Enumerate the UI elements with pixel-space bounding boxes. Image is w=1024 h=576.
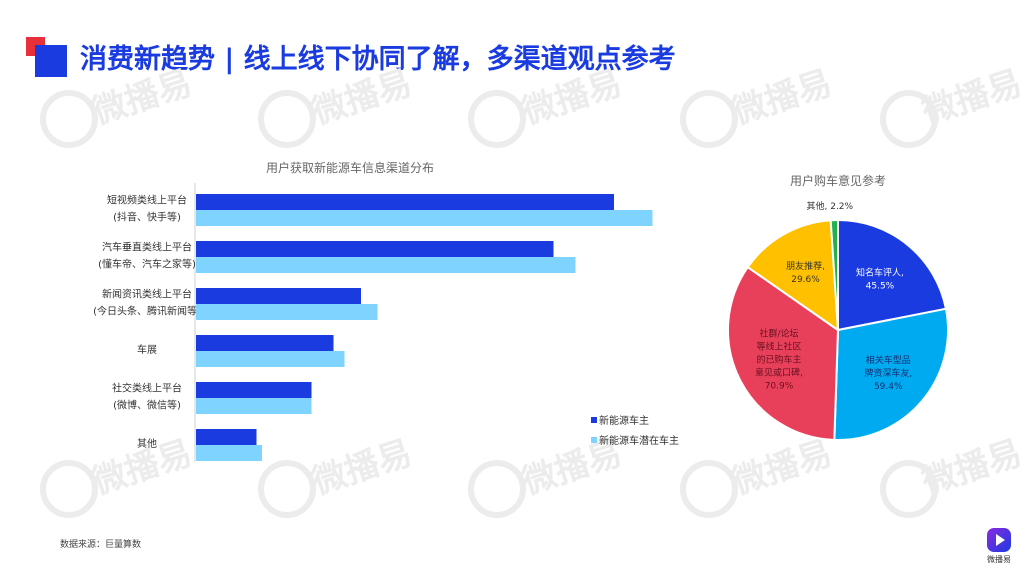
bar-owner: [196, 429, 257, 445]
pie-slice: [833, 307, 949, 441]
pie-slice: [829, 218, 839, 331]
pie-slice: [746, 219, 840, 333]
category-label: 车展: [137, 343, 157, 356]
data-source: 数据来源：巨量算数: [60, 540, 142, 550]
play-logo-icon: [987, 528, 1011, 552]
legend-label: 新能源车潜在车主: [599, 434, 679, 447]
pie-slice-label: 相关车型品牌资深车友, 59.4%: [864, 354, 912, 392]
brand-name: 微播易: [987, 555, 1011, 564]
legend-label: 新能源车主: [599, 414, 649, 427]
category-label: 新闻资讯类线上平台(今日头条、腾讯新闻等): [93, 288, 201, 318]
bar-potential-owner: [196, 445, 262, 461]
page-title: 消费新趋势 | 线上线下协同了解，多渠道观点参考: [80, 44, 676, 75]
bar-potential-owner: [196, 257, 576, 273]
bar-owner: [196, 241, 554, 257]
pie-slice-label: 社群/论坛等线上社区的已购车主意见或口碑, 70.9%: [755, 328, 803, 392]
bar-chart-title: 用户获取新能源车信息渠道分布: [266, 160, 434, 175]
pie-slice: [727, 265, 840, 441]
pie-chart-title: 用户购车意见参考: [790, 173, 886, 188]
bar-owner: [196, 288, 361, 304]
legend-swatch: [591, 417, 597, 423]
pie-slice-label: 知名车评人, 45.5%: [856, 267, 904, 292]
legend-swatch: [591, 437, 597, 443]
category-label: 社交类线上平台(微博、微信等): [112, 382, 182, 412]
brand-logo: 微播易: [984, 528, 1014, 568]
bar-owner: [196, 335, 334, 351]
bar-potential-owner: [196, 398, 312, 414]
pie-slice-label: 其他, 2.2%: [807, 200, 854, 212]
bar-potential-owner: [196, 351, 345, 367]
pie-slice: [837, 218, 948, 332]
bar-owner: [196, 194, 614, 210]
category-label: 汽车垂直类线上平台(懂车帝、汽车之家等): [98, 241, 196, 271]
title-decoration-blue: [35, 45, 67, 77]
bar-potential-owner: [196, 210, 653, 226]
category-label: 其他: [137, 437, 157, 450]
bar-owner: [196, 382, 312, 398]
bar-potential-owner: [196, 304, 378, 320]
category-label: 短视频类线上平台(抖音、快手等): [107, 194, 187, 224]
pie-slice-label: 朋友推荐, 29.6%: [786, 260, 825, 285]
